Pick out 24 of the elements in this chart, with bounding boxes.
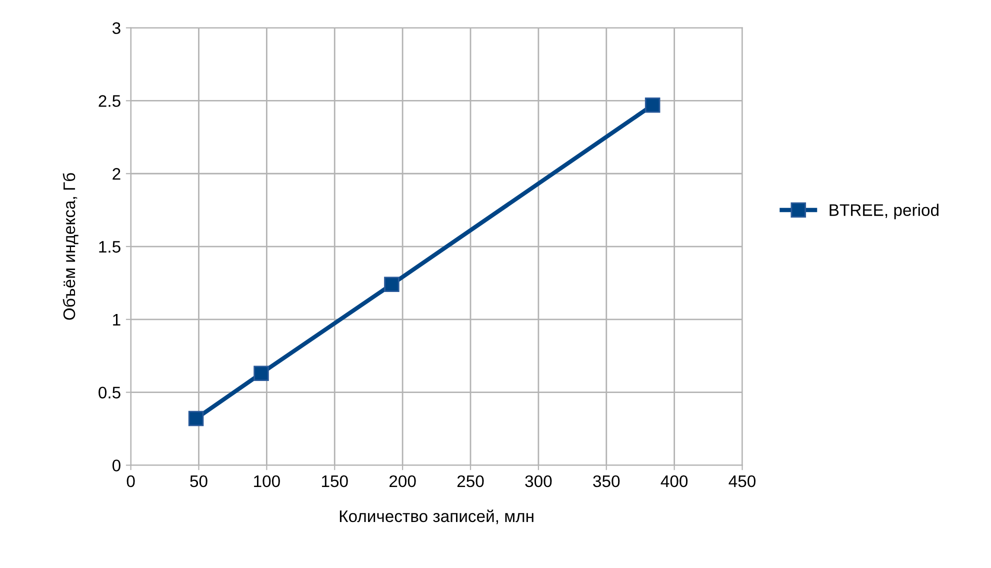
x-tick-label: 350 [593,475,620,488]
x-tick-label: 0 [126,475,135,488]
x-tick-label: 250 [457,475,484,488]
point [254,366,269,381]
x-tick-label: 300 [525,475,552,488]
x-axis-title: Количество записей, млн [340,510,534,524]
x-tick-label: 400 [660,475,688,488]
legend-label: BTREE, period [830,204,938,220]
x-tick-label: 150 [322,475,348,488]
point [644,97,660,113]
y-tick-label: 3 [112,22,120,34]
y-tick-label: 1 [113,314,120,326]
x-tick-label: 100 [254,475,280,488]
y-tick-label: 2.5 [98,95,120,107]
x-tick-label: 450 [728,475,756,488]
point [384,276,400,292]
x-tick-label: 50 [190,475,208,488]
y-tick-label: 1.5 [99,241,120,253]
x-tick-label: 200 [390,475,416,488]
y-tick-label: 0.5 [98,386,120,398]
y-tick-label: 2 [112,168,120,180]
y-tick-label: 0 [112,460,120,472]
point [188,410,204,426]
y-axis-title: Объём индекса, Гб [62,173,78,320]
